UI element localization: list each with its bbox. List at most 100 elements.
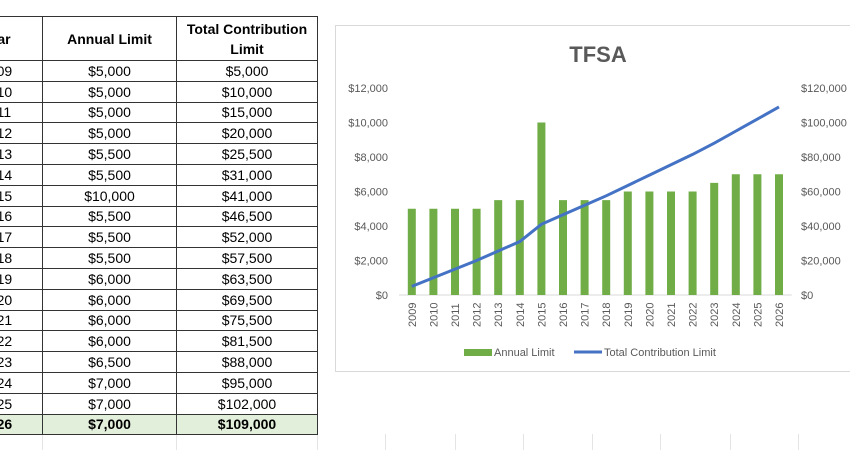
header-total-limit[interactable]: Total Contribution Limit [176, 16, 318, 61]
left-axis-tick: $4,000 [354, 221, 388, 233]
chart-svg: TFSA $0 $2,000 $4,000 $6,000 $8,000 $10,000 $12… [348, 42, 847, 359]
right-axis-tick: $120,000 [801, 83, 847, 95]
year-cell[interactable]: 2025 [0, 392, 43, 415]
total-limit-cell[interactable]: $57,500 [176, 247, 318, 269]
right-axis-tick: $0 [801, 290, 813, 302]
year-cell[interactable]: 2009 [0, 60, 43, 82]
bar-annual-limit [515, 200, 524, 295]
total-limit-cell[interactable]: $88,000 [176, 351, 318, 373]
right-axis-tick: $40,000 [801, 221, 841, 233]
bar-annual-limit [775, 174, 783, 295]
annual-limit-cell[interactable]: $7,000 [42, 413, 177, 436]
annual-limit-cell[interactable]: $5,500 [42, 205, 177, 228]
bar-annual-limit [429, 208, 438, 295]
year-cell[interactable]: 2021 [0, 309, 43, 332]
annual-limit-cell[interactable]: $5,500 [42, 247, 177, 269]
annual-limit-cell[interactable]: $6,000 [42, 267, 177, 290]
annual-limit-cell[interactable]: $7,000 [42, 371, 177, 394]
table-row: 2012$5,000$20,000 [0, 122, 318, 145]
x-axis-tick: 2021 [666, 303, 678, 327]
x-axis-tick: 2015 [536, 303, 548, 327]
bar-annual-limit [710, 182, 719, 295]
x-axis-tick: 2009 [407, 303, 419, 327]
year-cell[interactable]: 2012 [0, 122, 43, 145]
table-header: Year Annual Limit Total Contribution Lim… [0, 16, 318, 61]
annual-limit-cell[interactable]: $5,500 [42, 163, 177, 186]
x-axis-tick: 2020 [644, 303, 656, 327]
annual-limit-cell[interactable]: $10,000 [42, 184, 177, 207]
header-year[interactable]: Year [0, 16, 43, 61]
year-cell[interactable]: 2017 [0, 226, 43, 249]
header-annual-limit[interactable]: Annual Limit [42, 16, 177, 61]
annual-limit-cell[interactable]: $6,000 [42, 288, 177, 311]
bar-annual-limit [602, 200, 611, 295]
bar-annual-limit [537, 122, 546, 295]
year-cell[interactable]: 2023 [0, 351, 43, 373]
year-cell[interactable]: 2026 [0, 413, 43, 436]
annual-limit-cell[interactable]: $5,000 [42, 80, 177, 103]
year-cell[interactable]: 2016 [0, 205, 43, 228]
total-limit-cell[interactable]: $109,000 [176, 413, 318, 436]
chart-title: TFSA [569, 42, 627, 67]
year-cell[interactable]: 2018 [0, 247, 43, 269]
year-cell[interactable]: 2022 [0, 330, 43, 353]
total-limit-cell[interactable]: $81,500 [176, 330, 318, 353]
right-axis-tick: $20,000 [801, 256, 841, 268]
table-row: 2022$6,000$81,500 [0, 330, 318, 353]
year-cell[interactable]: 2020 [0, 288, 43, 311]
annual-limit-cell[interactable]: $5,500 [42, 226, 177, 249]
annual-limit-cell[interactable]: $5,500 [42, 143, 177, 165]
year-cell[interactable]: 2013 [0, 143, 43, 165]
total-limit-cell[interactable]: $41,000 [176, 184, 318, 207]
table-row: 2017$5,500$52,000 [0, 226, 318, 249]
bar-annual-limit [494, 200, 503, 295]
year-cell[interactable]: 2014 [0, 163, 43, 186]
table-row: 2016$5,500$46,500 [0, 205, 318, 228]
bar-annual-limit [623, 191, 632, 295]
tfsa-table: Year Annual Limit Total Contribution Lim… [0, 16, 318, 436]
total-limit-cell[interactable]: $25,500 [176, 143, 318, 165]
year-cell[interactable]: 2011 [0, 101, 43, 124]
total-limit-cell[interactable]: $31,000 [176, 163, 318, 186]
annual-limit-cell[interactable]: $7,000 [42, 392, 177, 415]
x-axis-tick: 2024 [731, 303, 743, 327]
total-limit-cell[interactable]: $69,500 [176, 288, 318, 311]
legend-bar-swatch [464, 349, 492, 356]
bar-annual-limit [731, 174, 740, 295]
total-limit-cell[interactable]: $15,000 [176, 101, 318, 124]
total-limit-cell[interactable]: $95,000 [176, 371, 318, 394]
x-axis-tick: 2014 [515, 303, 527, 327]
x-axis-tick: 2022 [688, 303, 700, 327]
annual-limit-cell[interactable]: $5,000 [42, 60, 177, 82]
total-limit-cell[interactable]: $52,000 [176, 226, 318, 249]
x-axis-tick: 2010 [428, 303, 440, 327]
annual-limit-cell[interactable]: $6,000 [42, 309, 177, 332]
annual-limit-cell[interactable]: $5,000 [42, 101, 177, 124]
year-cell[interactable]: 2010 [0, 80, 43, 103]
total-limit-cell[interactable]: $102,000 [176, 392, 318, 415]
table-row: 2019$6,000$63,500 [0, 267, 318, 290]
year-cell[interactable]: 2024 [0, 371, 43, 394]
bar-annual-limit [407, 208, 416, 295]
tfsa-chart[interactable]: TFSA $0 $2,000 $4,000 $6,000 $8,000 $10,000 $12… [335, 25, 850, 372]
bar-annual-limit [645, 191, 654, 295]
bar-annual-limit [451, 208, 459, 295]
total-limit-cell[interactable]: $20,000 [176, 122, 318, 145]
year-cell[interactable]: 2019 [0, 267, 43, 290]
bar-annual-limit [472, 208, 481, 295]
annual-limit-cell[interactable]: $5,000 [42, 122, 177, 145]
year-cell[interactable]: 2015 [0, 184, 43, 207]
left-axis-tick: $10,000 [348, 118, 388, 130]
total-limit-cell[interactable]: $46,500 [176, 205, 318, 228]
annual-limit-cell[interactable]: $6,000 [42, 330, 177, 353]
annual-limit-cell[interactable]: $6,500 [42, 351, 177, 373]
table-row: 2010$5,000$10,000 [0, 80, 318, 103]
table-row: 2015$10,000$41,000 [0, 184, 318, 207]
x-axis-tick: 2017 [580, 303, 592, 327]
total-limit-cell[interactable]: $5,000 [176, 60, 318, 82]
total-limit-cell[interactable]: $75,500 [176, 309, 318, 332]
total-limit-cell[interactable]: $63,500 [176, 267, 318, 290]
left-axis-tick: $6,000 [354, 187, 388, 199]
total-limit-cell[interactable]: $10,000 [176, 80, 318, 103]
table-row: 2021$6,000$75,500 [0, 309, 318, 332]
